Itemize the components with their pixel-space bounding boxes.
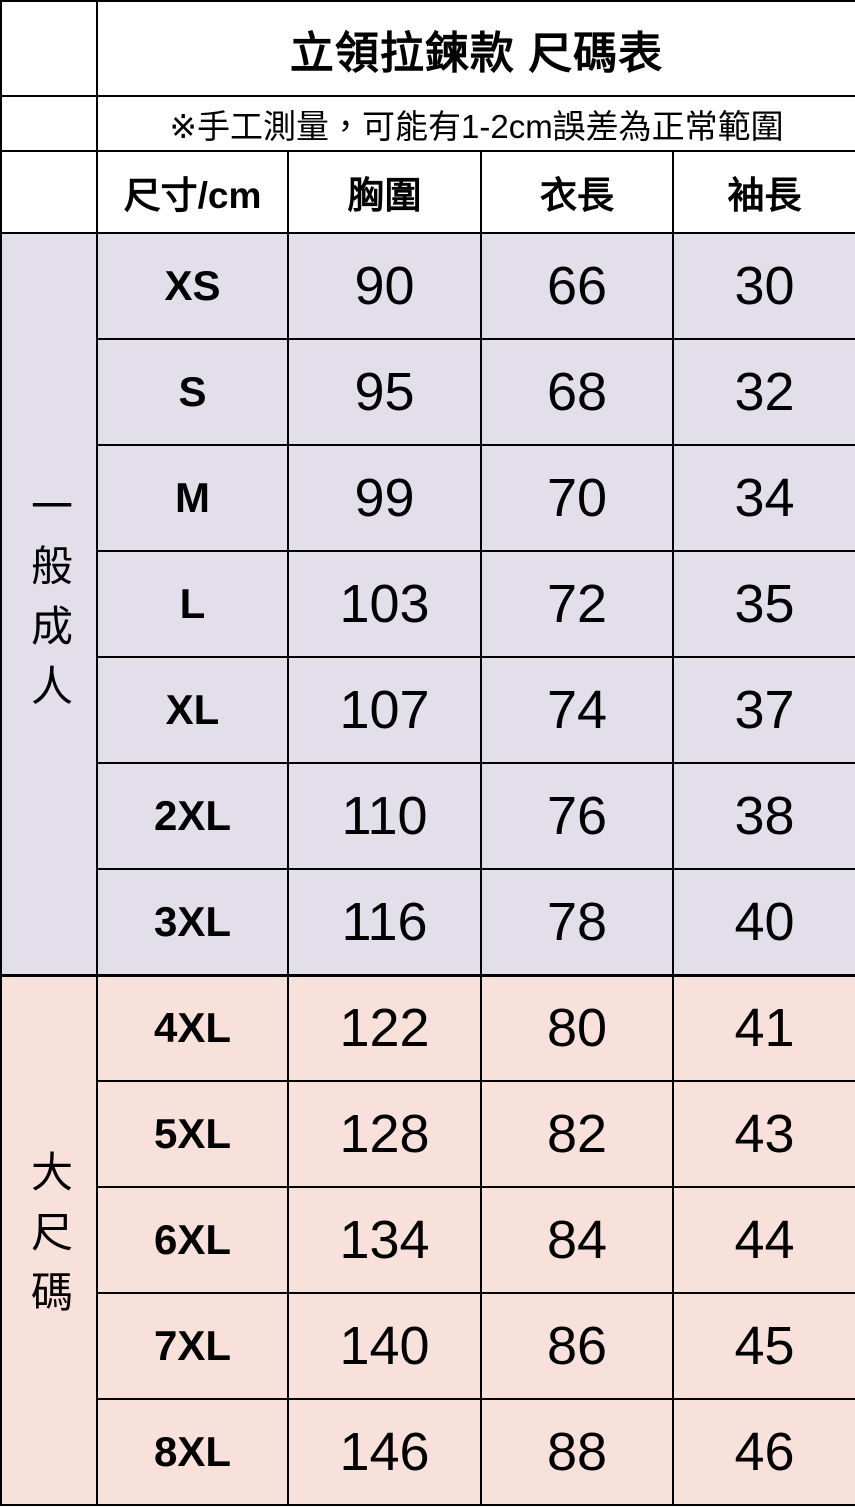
cell-length: 72 <box>480 550 674 658</box>
cell-length: 66 <box>480 232 674 340</box>
cell-size: XL <box>96 656 289 764</box>
cell-length: 68 <box>480 338 674 446</box>
table-row: 一般成人 XS 90 66 30 <box>0 232 855 976</box>
cell-chest: 90 <box>287 232 482 340</box>
table-row: M 99 70 34 <box>1 444 855 552</box>
cell-size: L <box>96 550 289 658</box>
cell-length: 78 <box>480 868 674 976</box>
cell-sleeve: 34 <box>671 444 855 552</box>
table-row: 3XL 116 78 40 <box>1 868 855 976</box>
cell-length: 84 <box>480 1186 674 1294</box>
cell-chest: 128 <box>287 1080 482 1188</box>
table-row: 5XL 128 82 43 <box>1 1080 855 1188</box>
cell-length: 76 <box>480 762 674 870</box>
table-row: S 95 68 32 <box>1 338 855 446</box>
cell-sleeve: 32 <box>671 338 855 446</box>
cell-sleeve: 30 <box>671 232 855 340</box>
column-header-size: 尺寸/cm <box>96 150 289 234</box>
cell-size: 2XL <box>96 762 289 870</box>
cell-chest: 95 <box>287 338 482 446</box>
cell-chest: 146 <box>287 1398 482 1506</box>
cell-size: 8XL <box>96 1398 289 1506</box>
cell-sleeve: 38 <box>671 762 855 870</box>
cell-size: 3XL <box>96 868 289 976</box>
table-row: 6XL 134 84 44 <box>1 1186 855 1294</box>
cell-length: 88 <box>480 1398 674 1506</box>
cell-chest: 107 <box>287 656 482 764</box>
spacer-cell <box>0 150 98 234</box>
cell-sleeve: 43 <box>671 1080 855 1188</box>
cell-size: 5XL <box>96 1080 289 1188</box>
cell-sleeve: 45 <box>671 1292 855 1400</box>
column-header-chest: 胸圍 <box>287 150 482 234</box>
table-row: 7XL 140 86 45 <box>1 1292 855 1400</box>
cell-size: XS <box>96 232 289 340</box>
cell-sleeve: 41 <box>671 973 855 1082</box>
measurement-note: ※手工測量，可能有1-2cm誤差為正常範圍 <box>95 95 855 152</box>
cell-chest: 99 <box>287 444 482 552</box>
spacer-cell <box>0 95 98 152</box>
cell-length: 86 <box>480 1292 674 1400</box>
cell-sleeve: 44 <box>671 1186 855 1294</box>
title-row: 立領拉鍊款 尺碼表 <box>0 0 855 97</box>
spacer-cell <box>0 0 98 97</box>
table-row: L 103 72 35 <box>1 550 855 658</box>
cell-chest: 122 <box>287 973 482 1082</box>
cell-size: M <box>96 444 289 552</box>
cell-size: 6XL <box>96 1186 289 1294</box>
group-label-adult: 一般成人 <box>0 232 98 976</box>
cell-sleeve: 35 <box>671 550 855 658</box>
cell-size: 7XL <box>96 1292 289 1400</box>
header-row: 尺寸/cm 胸圍 衣長 袖長 <box>0 150 855 234</box>
table-row: 2XL 110 76 38 <box>1 762 855 870</box>
cell-length: 74 <box>480 656 674 764</box>
cell-size: 4XL <box>96 973 289 1082</box>
cell-length: 82 <box>480 1080 674 1188</box>
table-row: XL 107 74 37 <box>1 656 855 764</box>
table-row: 8XL 146 88 46 <box>1 1398 855 1506</box>
chart-title: 立領拉鍊款 尺碼表 <box>95 0 855 97</box>
table-row: 大尺碼 4XL 122 80 41 <box>0 973 855 1506</box>
cell-size: S <box>96 338 289 446</box>
note-row: ※手工測量，可能有1-2cm誤差為正常範圍 <box>0 95 855 152</box>
cell-chest: 140 <box>287 1292 482 1400</box>
cell-sleeve: 46 <box>671 1398 855 1506</box>
column-header-sleeve: 袖長 <box>671 150 855 234</box>
cell-chest: 116 <box>287 868 482 976</box>
group-label-plus: 大尺碼 <box>0 973 98 1506</box>
cell-sleeve: 37 <box>671 656 855 764</box>
cell-sleeve: 40 <box>671 868 855 976</box>
column-header-length: 衣長 <box>480 150 674 234</box>
cell-length: 80 <box>480 973 674 1082</box>
cell-chest: 103 <box>287 550 482 658</box>
cell-chest: 134 <box>287 1186 482 1294</box>
cell-length: 70 <box>480 444 674 552</box>
cell-chest: 110 <box>287 762 482 870</box>
